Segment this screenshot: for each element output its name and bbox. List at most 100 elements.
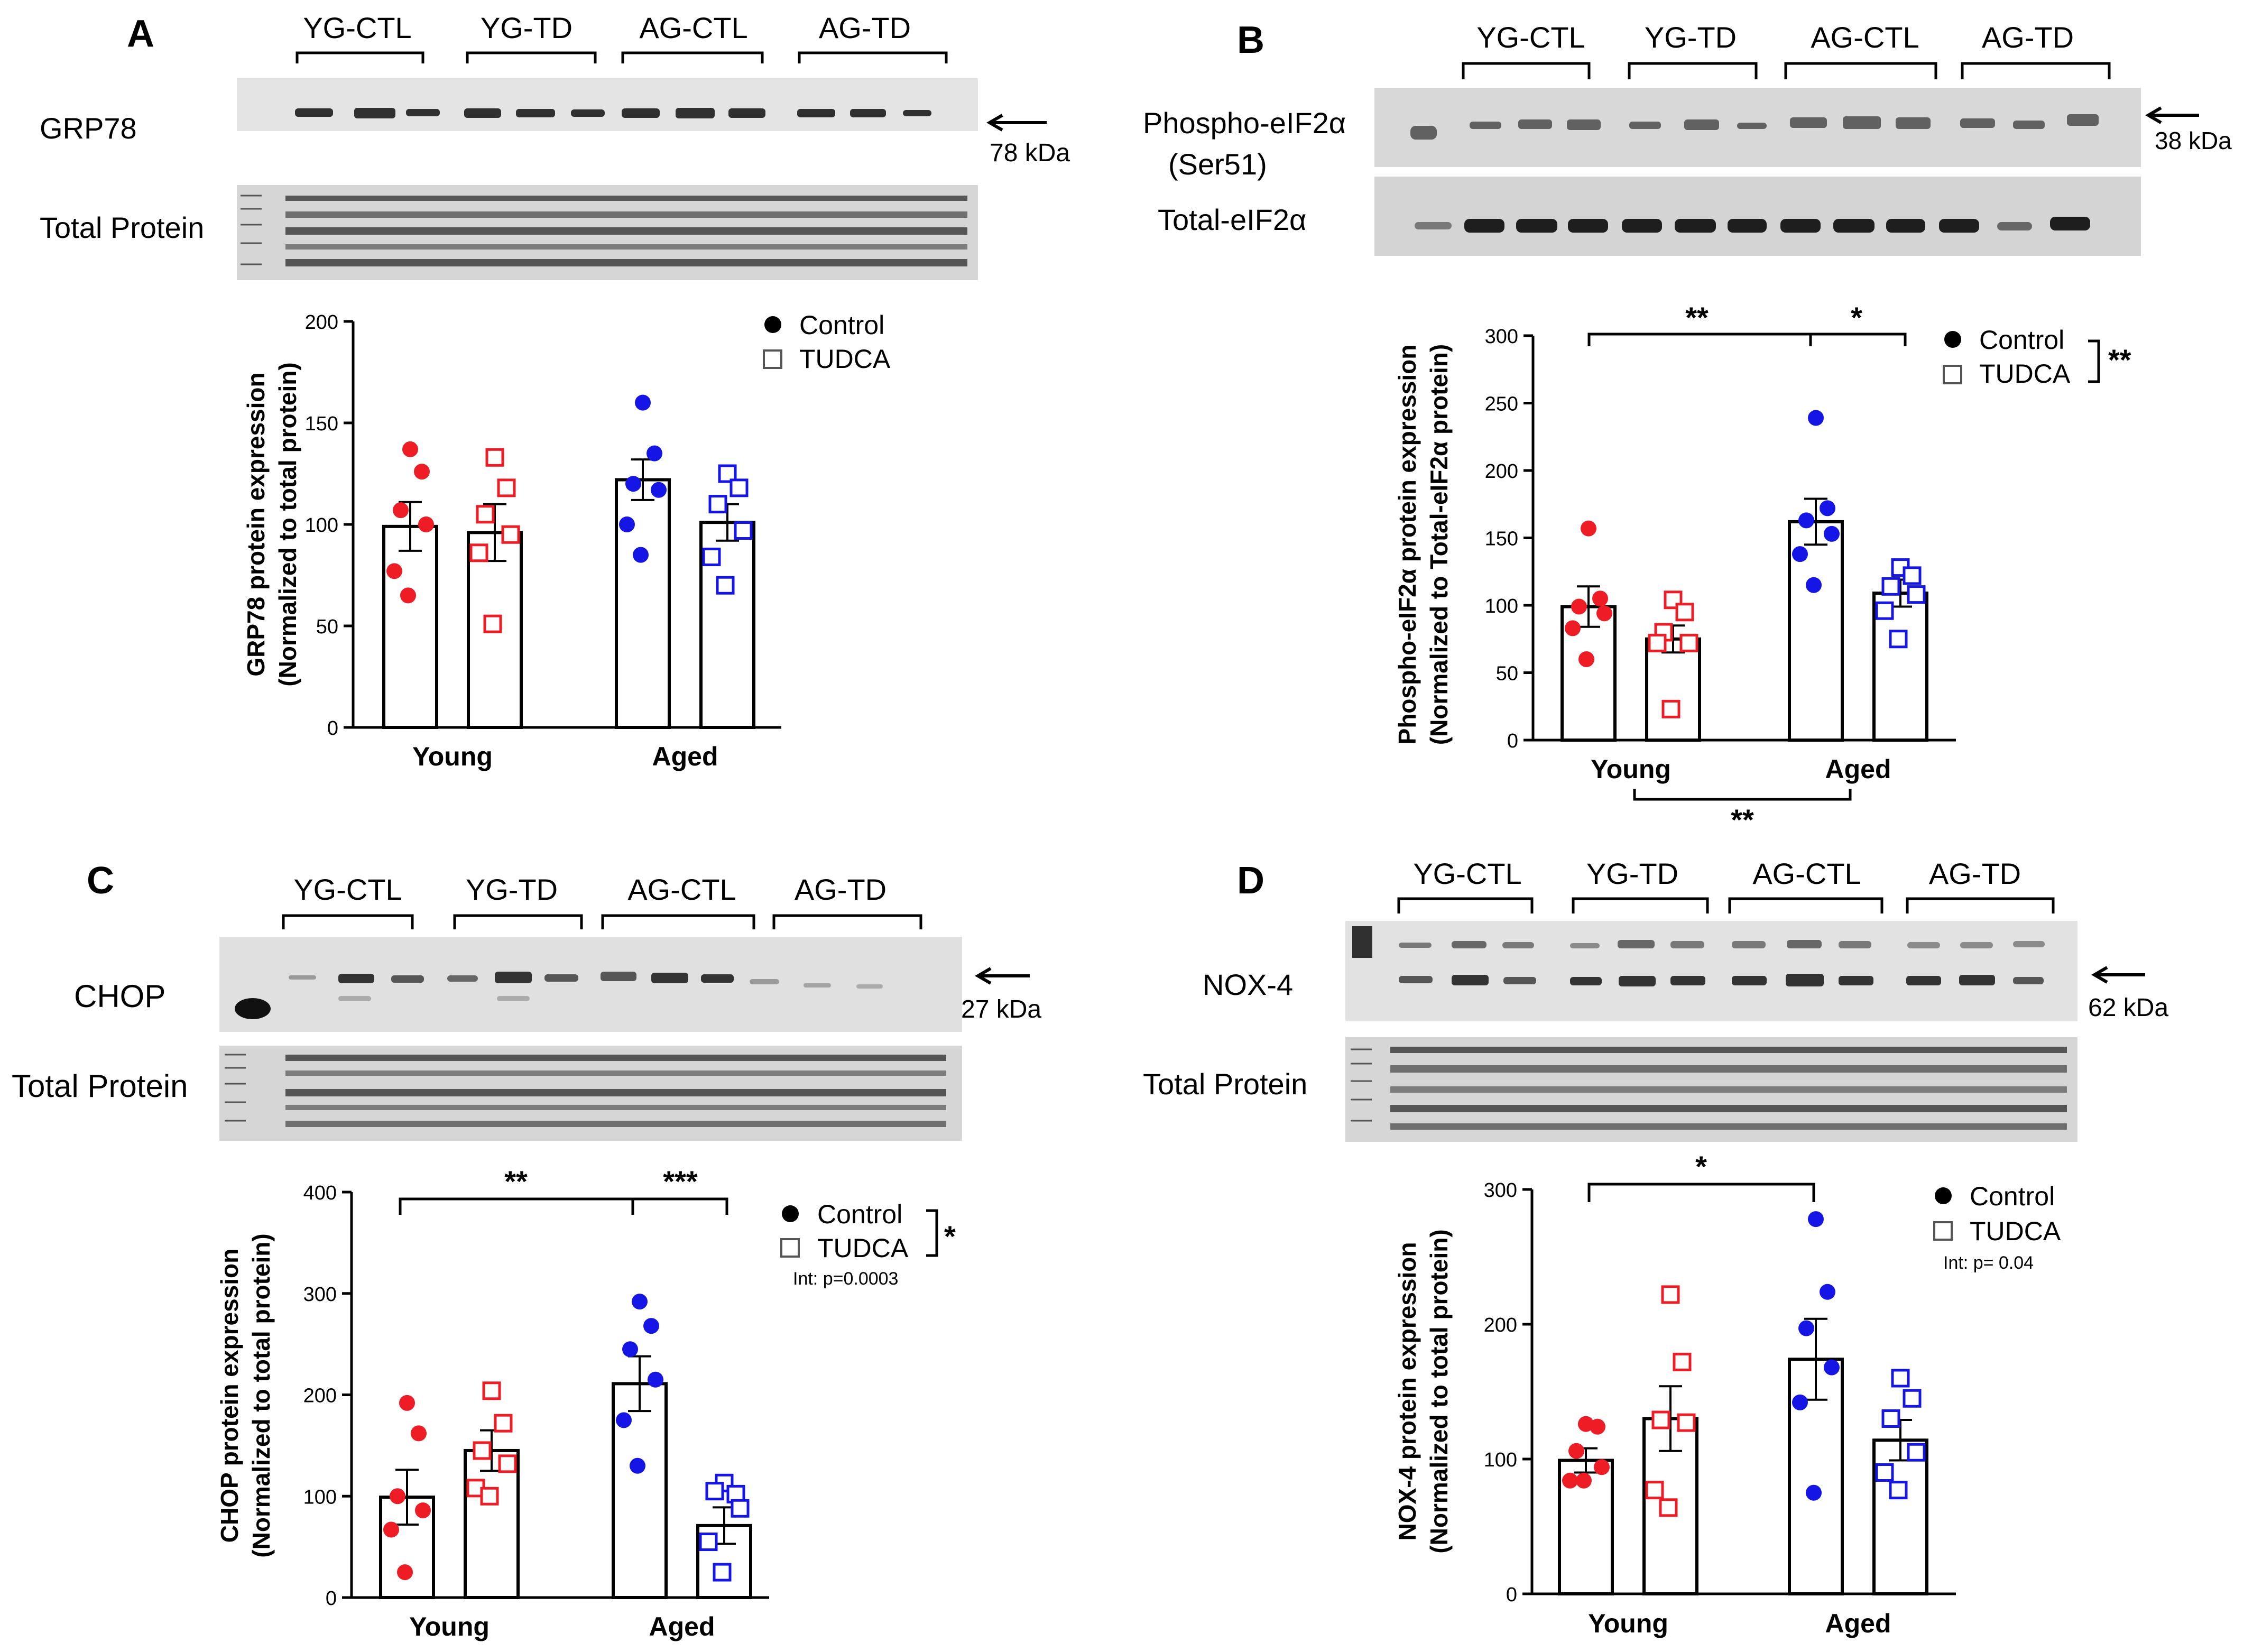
error-bar-d-control-aged — [1804, 1317, 1827, 1401]
data-point-b-tudca-aged-2 — [1881, 577, 1900, 596]
sig-bracket-c-2 — [631, 1197, 728, 1215]
blot-ladder-c-band — [235, 998, 271, 1019]
legend-b-tudca: TUDCA — [1979, 359, 2071, 389]
panel-c: C YG-CTL YG-TD AG-CTL AG-TD CHOP Total P… — [12, 860, 1041, 1641]
y-label-a-line1: GRP78 protein expression — [242, 372, 270, 676]
legend-b-control: Control — [1979, 325, 2064, 355]
group-label-b-young: Young — [1591, 754, 1671, 784]
lane-label-c-4: AG-TD — [795, 873, 887, 906]
blot-row-label-b-3: Total-eIF2α — [1158, 203, 1306, 236]
blot-row-label-b-1: Phospho-eIF2α — [1143, 106, 1346, 140]
error-bar-b-control-aged — [1804, 497, 1827, 546]
data-point-d-control-young-5 — [1576, 1472, 1592, 1489]
sig-label-c-1: ** — [504, 1165, 528, 1198]
data-point-d-tudca-young-3 — [1677, 1413, 1696, 1432]
data-point-a-control-aged-5 — [633, 547, 649, 563]
marker-arrow-d — [2091, 966, 2145, 984]
lane-label-b-3: AG-CTL — [1811, 21, 1919, 54]
legend-d-control: Control — [1970, 1182, 2055, 1211]
data-point-d-tudca-aged-1 — [1903, 1389, 1922, 1408]
panel-a: A YG-CTL YG-TD AG-CTL AG-TD GRP78 Total … — [40, 11, 1070, 771]
data-point-b-tudca-young-5 — [1661, 699, 1680, 718]
sig-bracket-b-2 — [1809, 333, 1907, 346]
legend-c-bracket-stars: * — [944, 1220, 956, 1253]
error-bar-d-tudca-young — [1659, 1385, 1682, 1452]
data-point-b-control-young-1 — [1592, 590, 1608, 607]
data-point-b-control-young-5 — [1578, 651, 1594, 667]
data-point-a-tudca-aged-2 — [708, 495, 727, 514]
lane-label-a-1: YG-CTL — [303, 11, 411, 44]
data-point-d-tudca-young-4 — [1645, 1481, 1664, 1500]
sig-bracket-b-1 — [1587, 333, 1812, 346]
western-blot-d-nox4 — [1345, 921, 2077, 1021]
data-point-b-control-young-0 — [1581, 520, 1596, 537]
data-point-a-tudca-young-4 — [469, 543, 488, 562]
data-point-c-tudca-aged-4 — [699, 1533, 718, 1552]
lane-label-d-3: AG-CTL — [1752, 857, 1861, 890]
data-point-b-control-aged-5 — [1806, 577, 1822, 593]
western-blot-a-top — [237, 78, 978, 131]
data-point-d-tudca-young-1 — [1673, 1352, 1692, 1371]
lane-label-c-3: AG-CTL — [627, 873, 736, 906]
data-point-a-control-young-0 — [402, 441, 418, 457]
data-point-d-tudca-aged-4 — [1875, 1463, 1894, 1482]
data-point-c-control-young-5 — [397, 1564, 413, 1581]
lane-label-a-4: AG-TD — [819, 11, 911, 44]
data-point-b-tudca-aged-3 — [1907, 585, 1926, 604]
y-label-b-line1: Phospho-eIF2α protein expression — [1393, 345, 1421, 745]
western-blot-b-total — [1374, 177, 2141, 256]
group-label-a-aged: Aged — [652, 742, 718, 771]
lane-label-d-2: YG-TD — [1586, 857, 1678, 890]
lane-brackets-c — [282, 914, 922, 929]
data-point-d-tudca-young-2 — [1651, 1410, 1670, 1429]
data-point-a-control-young-5 — [400, 587, 416, 604]
sig-label-c-2: *** — [663, 1165, 698, 1198]
blot-bands-a-top — [295, 108, 931, 118]
lane-brackets-d — [1397, 897, 2055, 913]
y-tick-label-c-1: 100 — [303, 1486, 337, 1508]
legend-a-tudca-marker — [763, 349, 782, 369]
data-point-a-control-aged-4 — [619, 516, 635, 532]
bar-d-tudca-aged — [1872, 1438, 1928, 1596]
data-point-d-tudca-aged-0 — [1891, 1369, 1910, 1388]
y-label-d-line1: NOX-4 protein expression — [1393, 1242, 1421, 1541]
data-point-c-tudca-young-0 — [482, 1381, 501, 1400]
panel-b-letter: B — [1237, 19, 1264, 61]
data-point-b-control-aged-3 — [1824, 525, 1840, 542]
data-point-b-control-young-3 — [1596, 605, 1612, 622]
data-point-c-tudca-young-5 — [480, 1487, 499, 1506]
blot-bands-d-nox4 — [1399, 940, 2045, 986]
data-point-b-tudca-aged-4 — [1875, 601, 1894, 620]
group-label-a-young: Young — [412, 742, 493, 771]
data-point-a-tudca-young-5 — [483, 614, 502, 633]
y-tick-label-d-0: 0 — [1506, 1584, 1517, 1606]
group-label-c-young: Young — [409, 1612, 490, 1641]
data-point-d-control-aged-1 — [1820, 1284, 1835, 1300]
lane-label-c-1: YG-CTL — [293, 873, 402, 906]
data-point-d-tudca-aged-3 — [1907, 1443, 1926, 1462]
y-tick-label-b-2: 100 — [1485, 595, 1518, 617]
legend-d-tudca: TUDCA — [1970, 1216, 2061, 1246]
legend-b-control-marker — [1944, 331, 1961, 348]
data-point-c-control-young-3 — [415, 1502, 431, 1519]
y-tick-label-b-6: 300 — [1485, 326, 1518, 348]
blot-ladder-c — [225, 1054, 246, 1122]
lane-label-c-2: YG-TD — [466, 873, 558, 906]
legend-a-control-marker — [764, 316, 781, 333]
data-point-c-tudca-young-1 — [494, 1414, 513, 1433]
y-label-d-line2: (Normalized to total protein) — [1425, 1229, 1453, 1553]
lane-label-b-2: YG-TD — [1645, 21, 1737, 54]
data-point-a-tudca-aged-1 — [730, 478, 749, 497]
interaction-annotation-d: Int: p= 0.04 — [1943, 1253, 2034, 1273]
lane-label-a-3: AG-CTL — [639, 11, 747, 44]
y-tick-label-c-0: 0 — [326, 1588, 337, 1610]
data-point-b-tudca-young-4 — [1648, 633, 1667, 652]
data-point-b-control-aged-4 — [1792, 546, 1808, 562]
blot-ladder-a — [241, 195, 262, 265]
data-point-c-control-aged-5 — [630, 1457, 645, 1474]
group-label-b-aged: Aged — [1825, 754, 1891, 784]
data-point-a-tudca-aged-3 — [734, 521, 753, 540]
data-point-a-control-young-4 — [386, 563, 402, 579]
bar-a-control-young — [382, 524, 438, 730]
y-label-a-line2: (Normalized to total protein) — [274, 362, 301, 686]
